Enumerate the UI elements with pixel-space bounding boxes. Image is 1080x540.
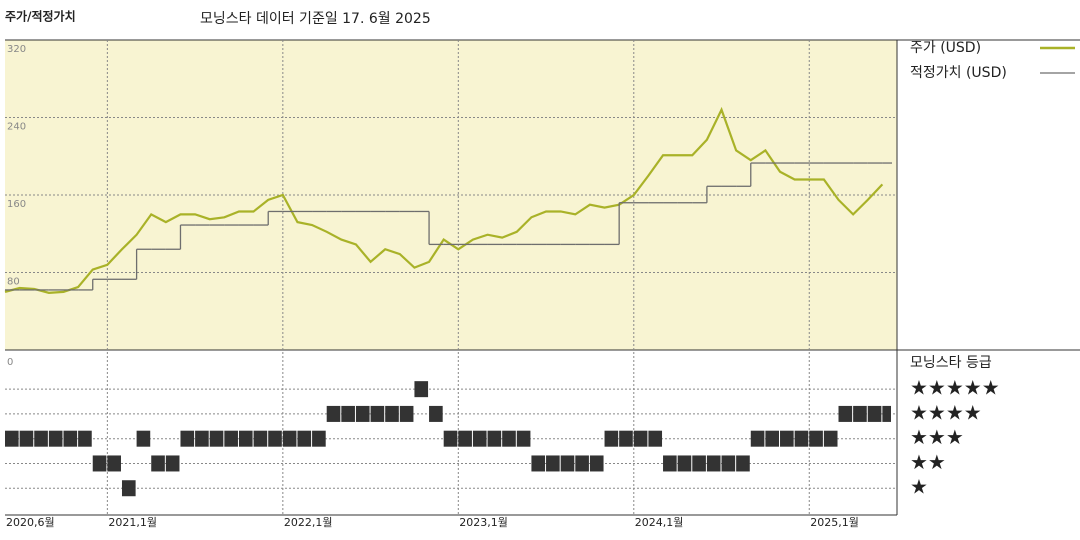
- rating-mark: [238, 430, 253, 447]
- rating-mark: [165, 455, 180, 472]
- rating-mark: [414, 381, 429, 398]
- rating-mark: [370, 405, 385, 422]
- rating-mark: [297, 430, 312, 447]
- rating-mark: [107, 455, 121, 472]
- rating-label: ★★★★: [910, 400, 982, 424]
- x-tick-label: 2020,6월: [6, 516, 55, 529]
- rating-mark: [63, 430, 78, 447]
- x-tick-label: 2022,1월: [284, 516, 333, 529]
- rating-mark: [692, 455, 706, 472]
- rating-mark: [19, 430, 34, 447]
- rating-mark: [648, 430, 663, 447]
- rating-mark: [487, 430, 502, 447]
- rating-mark: [312, 430, 326, 447]
- rating-label: ★: [910, 475, 928, 499]
- y-tick-label: 240: [7, 122, 26, 133]
- rating-mark: [765, 430, 780, 447]
- rating-mark: [575, 455, 589, 472]
- rating-mark: [853, 405, 867, 422]
- rating-mark: [472, 430, 487, 447]
- rating-mark: [5, 430, 19, 447]
- rating-mark: [677, 455, 692, 472]
- rating-mark: [136, 430, 151, 447]
- rating-mark: [809, 430, 823, 447]
- rating-mark: [253, 430, 268, 447]
- x-tick-label: 2025,1월: [810, 516, 859, 529]
- rating-mark: [385, 405, 399, 422]
- rating-mark: [282, 430, 297, 447]
- rating-mark: [823, 430, 838, 447]
- chart-subtitle: 모닝스타 데이터 기준일 17. 6월 2025: [200, 11, 431, 27]
- rating-mark: [151, 455, 165, 472]
- rating-mark: [546, 455, 560, 472]
- y-tick-label: 80: [7, 277, 20, 288]
- rating-title: 모닝스타 등급: [910, 355, 992, 371]
- legend-label: 적정가치 (USD): [910, 65, 1007, 81]
- rating-mark: [268, 430, 282, 447]
- rating-mark: [560, 455, 575, 472]
- rating-mark: [429, 405, 443, 422]
- rating-mark: [780, 430, 794, 447]
- rating-mark: [736, 455, 750, 472]
- rating-mark: [180, 430, 195, 447]
- rating-mark: [633, 430, 648, 447]
- rating-mark: [604, 430, 619, 447]
- rating-mark: [516, 430, 531, 447]
- x-tick-label: 2023,1월: [459, 516, 508, 529]
- rating-label: ★★: [910, 450, 946, 474]
- rating-mark: [48, 430, 63, 447]
- x-tick-label: 2024,1월: [635, 516, 684, 529]
- rating-mark: [794, 430, 809, 447]
- rating-mark: [209, 430, 224, 447]
- rating-mark: [443, 430, 458, 447]
- rating-mark: [34, 430, 48, 447]
- rating-mark: [92, 455, 107, 472]
- rating-mark: [121, 480, 136, 497]
- legend-label: 주가 (USD): [910, 40, 981, 56]
- rating-mark: [882, 405, 891, 422]
- rating-mark: [589, 455, 604, 472]
- rating-mark: [721, 455, 736, 472]
- rating-label: ★★★: [910, 425, 964, 449]
- rating-mark: [750, 430, 765, 447]
- rating-mark: [355, 405, 370, 422]
- rating-mark: [867, 405, 882, 422]
- rating-mark: [706, 455, 721, 472]
- rating-label: ★★★★★: [910, 376, 1000, 400]
- y-tick-label: 160: [7, 199, 26, 210]
- rating-mark: [341, 405, 355, 422]
- rating-mark: [78, 430, 92, 447]
- rating-mark: [531, 455, 546, 472]
- chart-title: 주가/적정가치: [5, 9, 76, 24]
- rating-mark: [458, 430, 472, 447]
- rating-mark: [399, 405, 414, 422]
- rating-mark: [663, 455, 677, 472]
- rating-axis-label: 0: [7, 357, 13, 368]
- rating-mark: [195, 430, 209, 447]
- price-line: [4, 106, 884, 294]
- rating-mark: [619, 430, 633, 447]
- rating-mark: [838, 405, 853, 422]
- rating-mark: [224, 430, 238, 447]
- y-tick-label: 320: [7, 44, 26, 55]
- rating-mark: [502, 430, 516, 447]
- rating-mark: [326, 405, 341, 422]
- x-tick-label: 2021,1월: [108, 516, 157, 529]
